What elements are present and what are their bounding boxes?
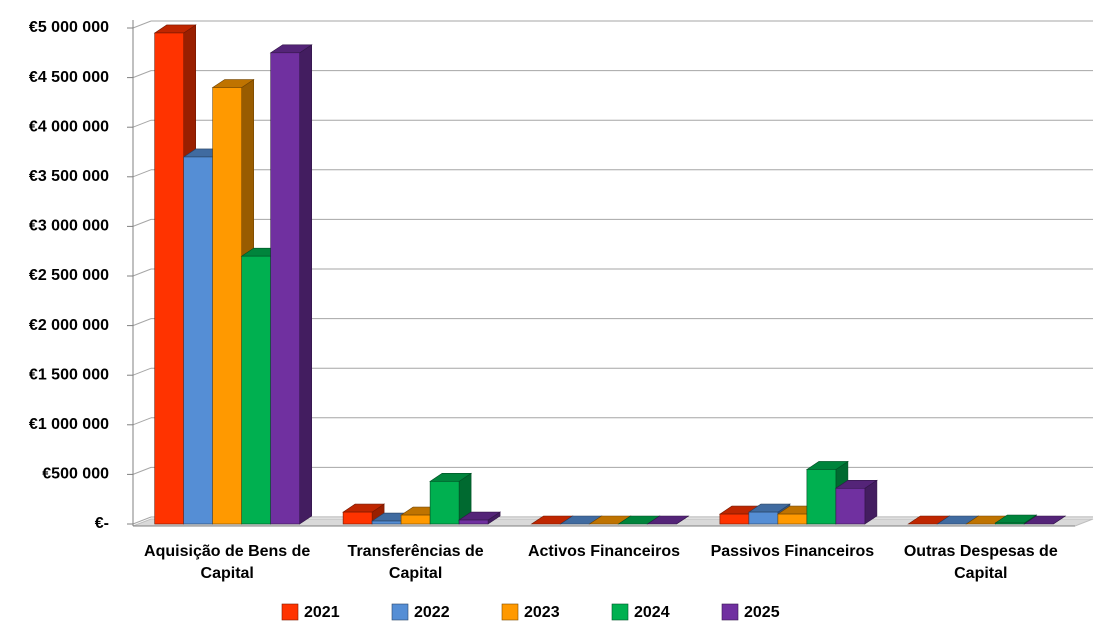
legend-label: 2021 [304, 604, 340, 621]
bar-3d [269, 44, 313, 525]
bar-3d [646, 515, 690, 525]
bar-3d [458, 511, 502, 525]
x-tick-label: Passivos Financeiros [710, 543, 875, 560]
grid-line-slant [132, 70, 152, 79]
y-tick-label: €2 000 000 [29, 317, 109, 334]
y-tick-label: €- [95, 515, 109, 532]
bar [241, 255, 271, 525]
bar [371, 520, 402, 525]
bar [400, 514, 431, 525]
legend-label: 2022 [414, 604, 450, 621]
bar [212, 87, 242, 525]
legend-swatch [501, 603, 519, 621]
y-tick-label: €4 000 000 [29, 118, 109, 135]
legend-label: 2025 [744, 604, 780, 621]
x-tick-label: Outras Despesas de Capital [903, 543, 1058, 582]
grid-line-slant [132, 169, 152, 178]
y-tick-label: €5 000 000 [29, 19, 109, 36]
y-tick-label: €3 500 000 [29, 168, 109, 185]
y-tick-label: €1 500 000 [29, 366, 109, 383]
y-tick-label: €1 000 000 [29, 416, 109, 433]
bar-3d [429, 472, 473, 525]
bar [429, 481, 460, 525]
x-tick-label: Transferências de Capital [347, 543, 484, 582]
y-tick-label: €2 500 000 [29, 267, 109, 284]
bar [154, 32, 184, 525]
bar [777, 513, 808, 525]
grid-line-slant [132, 218, 152, 227]
bar [994, 522, 1025, 525]
bar [748, 511, 779, 525]
grid-line-slant [132, 466, 152, 475]
x-tick-label: Activos Financeiros [527, 543, 681, 560]
y-tick-label: €3 000 000 [29, 218, 109, 235]
legend-label: 2023 [524, 604, 560, 621]
y-tick-label: €4 500 000 [29, 69, 109, 86]
bar [183, 156, 213, 525]
legend-swatch [281, 603, 299, 621]
grid-line-slant [132, 516, 152, 525]
grid-line-slant [132, 318, 152, 327]
legend-swatch [611, 603, 629, 621]
bar [835, 487, 866, 525]
y-tick-label: €500 000 [42, 466, 109, 483]
grid-line-slant [132, 417, 152, 426]
bar-top [1023, 515, 1067, 525]
bar-top [646, 515, 690, 525]
bar [270, 52, 301, 525]
bar-3d [834, 479, 878, 525]
bar [806, 469, 837, 525]
grid-line-slant [132, 119, 152, 128]
x-tick-label: Aquisição de Bens de Capital [144, 543, 311, 582]
bar-3d [342, 503, 386, 525]
grid-line-slant [132, 268, 152, 277]
grid-line-slant [132, 20, 152, 29]
grid-line-slant [132, 367, 152, 376]
legend-swatch [721, 603, 739, 621]
bar [342, 511, 373, 525]
bar-3d [1023, 515, 1067, 525]
bar [458, 519, 489, 525]
bar [719, 513, 750, 525]
legend-label: 2024 [634, 604, 670, 621]
legend-swatch [391, 603, 409, 621]
bar-side [299, 44, 313, 525]
